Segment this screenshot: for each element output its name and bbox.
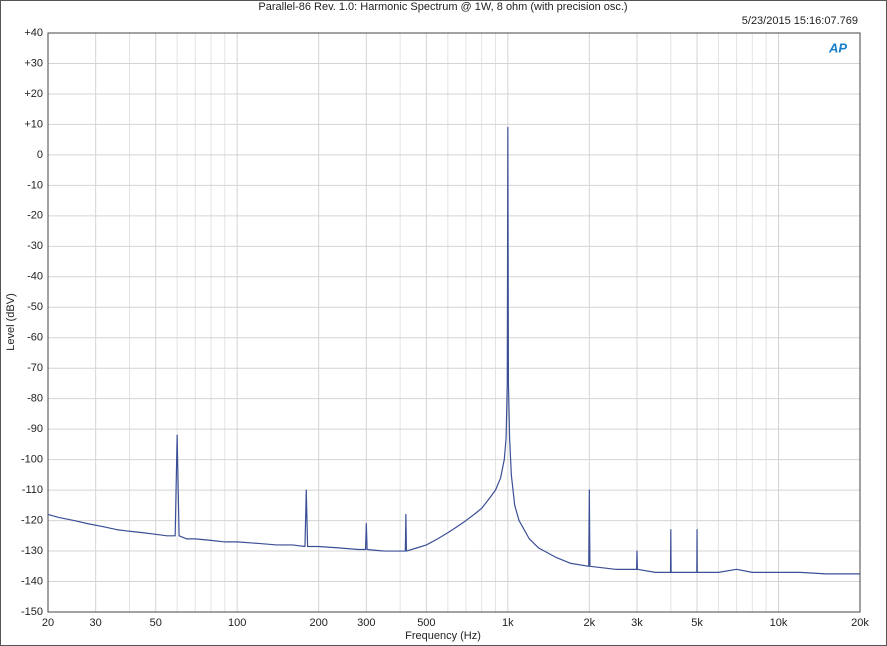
x-axis-label: Frequency (Hz) — [405, 630, 481, 642]
y-tick-label: 0 — [37, 149, 43, 161]
x-tick-label: 200 — [309, 617, 327, 629]
x-tick-label: 30 — [90, 617, 102, 629]
y-tick-label: +40 — [24, 27, 43, 39]
x-tick-label: 10k — [770, 617, 788, 629]
chart-title: Parallel-86 Rev. 1.0: Harmonic Spectrum … — [258, 1, 627, 13]
x-tick-label: 20k — [851, 617, 869, 629]
x-tick-label: 300 — [357, 617, 375, 629]
y-tick-label: -140 — [21, 575, 43, 587]
y-tick-label: -130 — [21, 545, 43, 557]
y-tick-label: +30 — [24, 57, 43, 69]
y-tick-label: -40 — [27, 271, 43, 283]
y-tick-label: -100 — [21, 454, 43, 466]
plot-border — [47, 32, 861, 613]
logo: AP — [828, 40, 847, 55]
y-tick-label: +10 — [24, 118, 43, 130]
x-tick-label: 5k — [691, 617, 703, 629]
y-tick-label: -10 — [27, 179, 43, 191]
x-tick-label: 50 — [150, 617, 162, 629]
y-tick-label: -60 — [27, 332, 43, 344]
y-tick-label: -110 — [22, 484, 43, 496]
y-tick-label: +20 — [24, 88, 43, 100]
x-tick-label: 20 — [42, 617, 54, 629]
x-tick-label: 3k — [631, 617, 643, 629]
y-tick-label: -150 — [21, 606, 43, 618]
x-tick-label: 2k — [584, 617, 596, 629]
y-tick-label: -20 — [27, 210, 43, 222]
y-tick-label: -120 — [21, 514, 43, 526]
x-tick-label: 1k — [502, 617, 514, 629]
y-tick-label: -30 — [27, 240, 43, 252]
y-axis-label: Level (dBV) — [5, 293, 17, 350]
x-tick-label: 100 — [228, 617, 246, 629]
y-tick-label: -50 — [27, 301, 43, 313]
y-tick-label: -90 — [27, 423, 43, 435]
timestamp: 5/23/2015 15:16:07.769 — [742, 15, 858, 27]
y-tick-label: -80 — [27, 393, 43, 405]
spectrum-line — [47, 126, 860, 575]
y-tick-label: -70 — [27, 362, 43, 374]
x-tick-label: 500 — [417, 617, 435, 629]
